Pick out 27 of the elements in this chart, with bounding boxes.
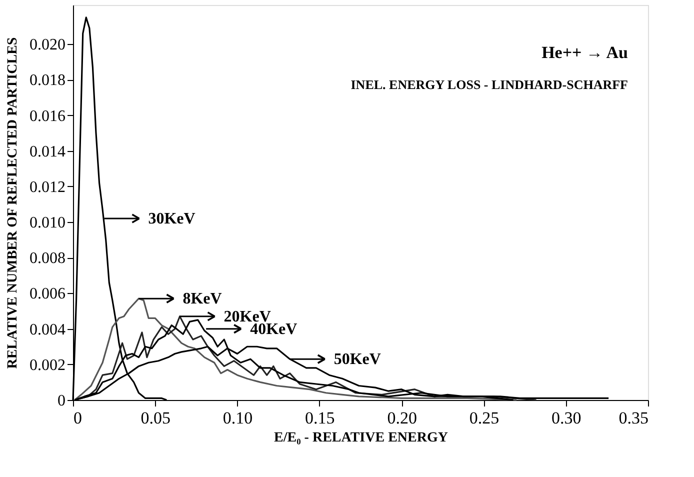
- y-axis-title: RELATIVE NUMBER OF REFLECTED PARTICLES: [6, 37, 20, 369]
- y-tick-label: 0.018: [30, 72, 66, 90]
- y-tick-label: 0.012: [30, 178, 66, 196]
- annotation: He++ → Au: [542, 43, 628, 62]
- y-tick-label: 0.016: [30, 108, 66, 125]
- annotation: 30KeV: [148, 210, 196, 228]
- y-tick-label: 0.002: [30, 356, 66, 374]
- x-tick-label: 0.20: [387, 408, 417, 428]
- x-tick-label: 0.35: [618, 408, 648, 428]
- x-axis-title: E/E₀ - RELATIVE ENERGY: [274, 430, 448, 446]
- x-tick-label: 0.15: [305, 408, 335, 428]
- x-tick-label: 0: [74, 408, 82, 428]
- y-tick-label: 0.004: [30, 321, 66, 338]
- annotation: 8KeV: [182, 290, 222, 308]
- annotation: 40KeV: [250, 320, 298, 338]
- y-tick-label: 0: [58, 392, 66, 410]
- x-tick-label: 0.10: [222, 408, 253, 428]
- x-tick-label: 0.30: [551, 408, 582, 428]
- y-tick-label: 0.006: [30, 286, 66, 303]
- annotation: INEL. ENERGY LOSS - LINDHARD-SCHARFF: [350, 77, 628, 92]
- y-tick-label: 0.010: [30, 214, 66, 232]
- y-tick-label: 0.014: [30, 143, 66, 160]
- x-tick-label: 0.25: [469, 408, 500, 428]
- y-tick-label: 0.020: [30, 36, 66, 54]
- x-tick-label: 0.05: [140, 408, 171, 428]
- y-tick-label: 0.008: [30, 250, 66, 268]
- annotation: 50KeV: [334, 351, 382, 368]
